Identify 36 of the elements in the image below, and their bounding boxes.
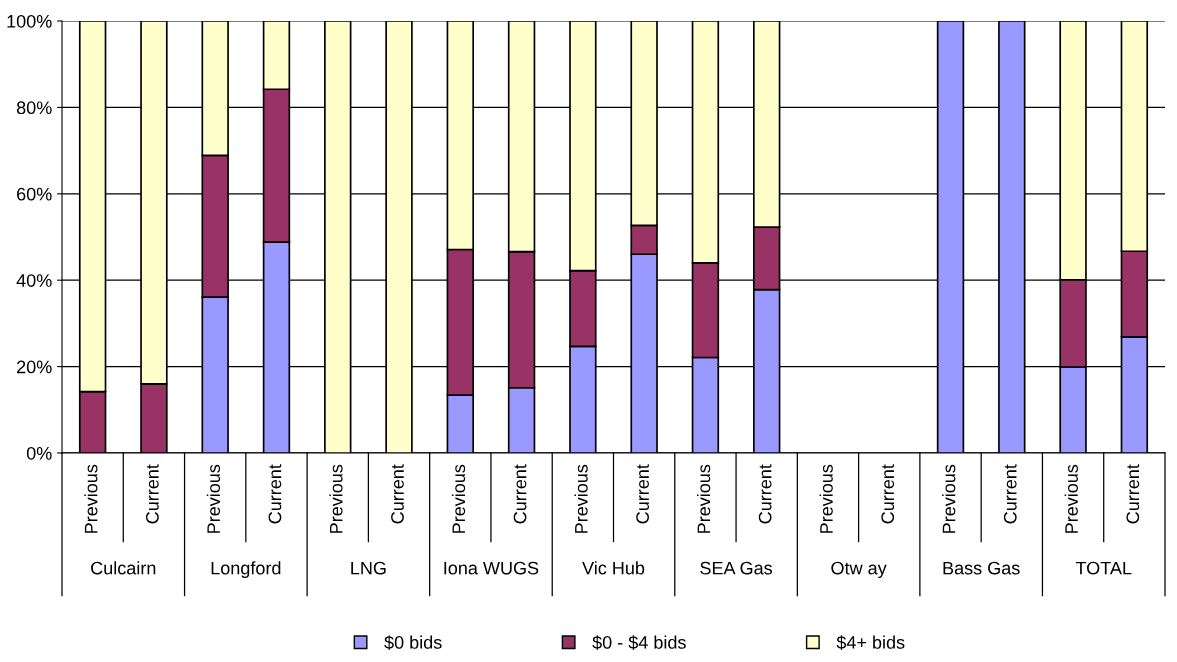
legend-label: $0 bids (384, 635, 442, 650)
x-tick-label: Previous (574, 464, 588, 533)
x-tick-label: Current (881, 464, 895, 524)
x-tick-label: Previous (206, 464, 221, 533)
text: Bass Gas (943, 561, 1020, 575)
y-tick-label: 80% (16, 101, 52, 115)
text: Longford (211, 561, 281, 579)
x-tick-label: Previous (942, 464, 956, 533)
legend-label: $4+ bids (836, 635, 905, 650)
text: Vic Hub (582, 561, 645, 575)
x-tick-label: Previous (451, 464, 466, 533)
text: TOTAL (1075, 561, 1132, 575)
x-tick-label: Previous (697, 464, 711, 533)
x-tick-label: Current (1003, 464, 1017, 524)
x-tick-label: Current (513, 464, 527, 524)
x-tick-label: Current (758, 464, 772, 524)
y-tick-label: 20% (17, 360, 52, 374)
y-tick-label: 100% (7, 14, 52, 28)
x-tick-label: Current (636, 464, 649, 524)
text: Culcairn (91, 561, 156, 575)
legend-label: $0 - $4 bids (592, 635, 686, 650)
y-tick-label: 0% (26, 446, 52, 460)
text: Iona WUGS (444, 561, 539, 575)
x-tick-label: Current (145, 464, 159, 524)
text: LNG (351, 561, 386, 575)
x-tick-label: Current (268, 464, 282, 524)
x-tick-label: Current (391, 464, 404, 524)
x-tick-label: Current (1126, 464, 1140, 524)
x-tick-label: Previous (1064, 464, 1078, 533)
y-tick-label: 40% (16, 274, 52, 287)
y-tick-label: 60% (17, 187, 52, 201)
x-tick-label: Previous (329, 464, 343, 533)
text: SEA Gas (700, 561, 773, 575)
x-tick-label: Previous (819, 464, 833, 533)
text: Otw ay (831, 561, 887, 579)
x-tick-label: Previous (84, 464, 98, 533)
